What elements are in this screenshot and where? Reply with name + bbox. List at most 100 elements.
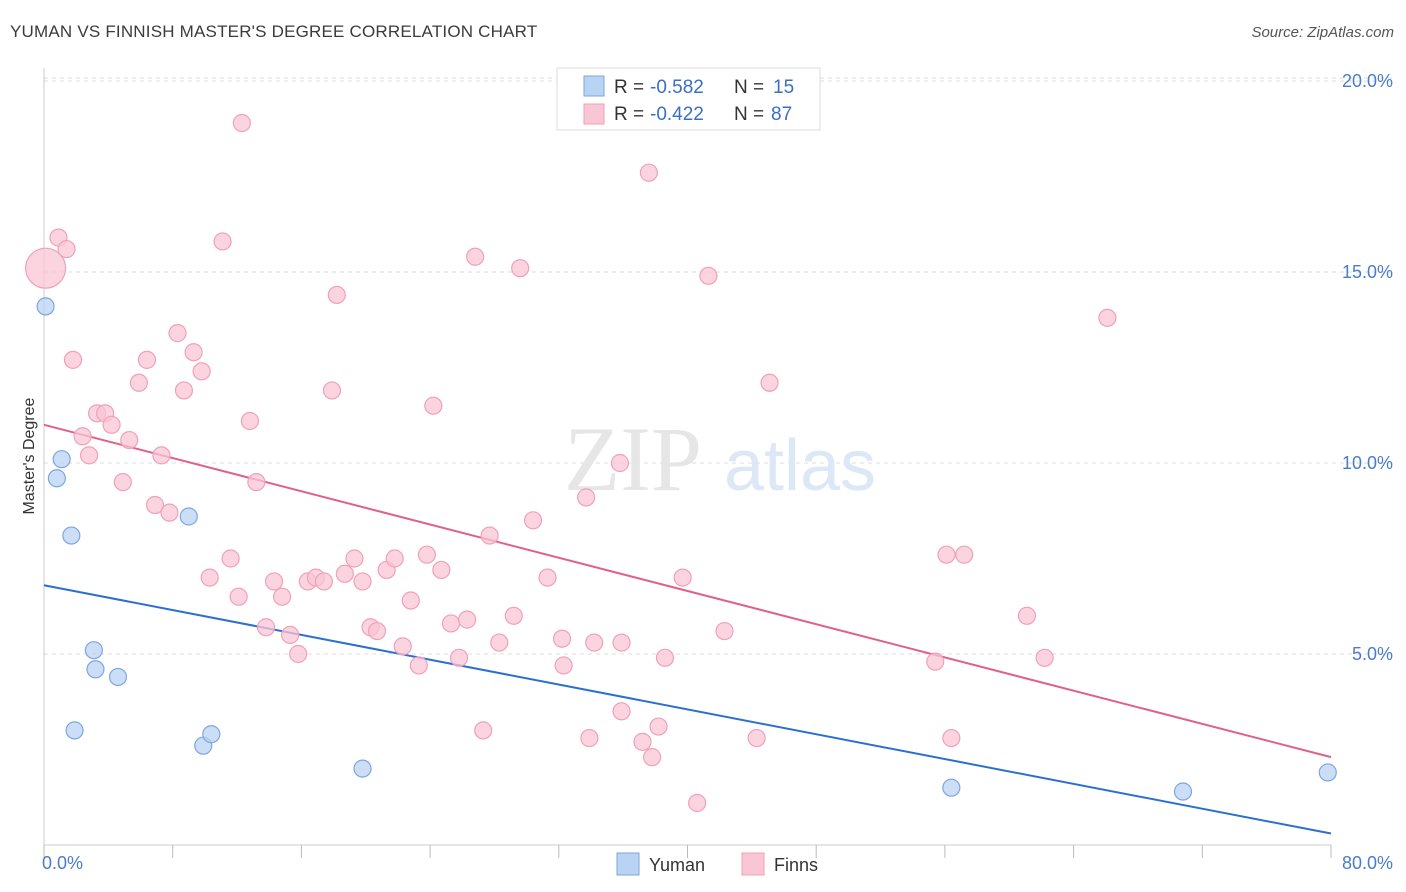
finns-point [1035,648,1054,667]
finns-point [247,473,266,492]
data-points [25,113,1337,813]
finns-point [688,793,707,813]
yuman-point [52,450,71,469]
grid-lines [44,77,1393,655]
finns-point [466,247,485,266]
finns-point [504,606,523,625]
finns-point [610,453,630,473]
finns-point [120,430,139,450]
finns-point [102,415,121,434]
finns-point [612,702,631,721]
finns-point [424,396,443,415]
finns-point [401,591,420,610]
finns-point [264,572,284,591]
finns-point [580,728,599,748]
finns-point [633,732,652,751]
tick-labels: 5.0% 10.0% 15.0% 20.0% 0.0% 80.0% [42,71,1393,873]
finns-point [25,247,67,289]
finns-point [145,495,165,515]
finns-point [577,488,596,507]
finns-point [200,568,219,587]
finns-point [229,587,248,606]
chart-title: YUMAN VS FINNISH MASTER'S DEGREE CORRELA… [10,22,538,41]
finns-point [129,373,149,392]
y-axis-title: Master's Degree [21,397,38,514]
yuman-point [86,660,105,679]
finns-point [168,324,187,343]
finns-point [184,343,203,362]
finns-point [409,656,428,675]
finns-point [760,373,779,392]
yuman-point [179,507,198,526]
bottom-legend-yuman-swatch [616,852,640,876]
finns-point [232,113,251,133]
yuman-point [202,725,221,744]
finns-point [612,633,631,652]
source-label: Source: ZipAtlas.com [1251,24,1394,41]
finns-point [63,350,83,369]
legend-finns-swatch [583,103,605,125]
y-tick-label: 10.0% [1342,453,1393,473]
finns-point [523,511,543,530]
watermark: ZIP atlas [564,408,876,510]
finns-point [335,564,354,583]
bottom-legend: Yuman Finns [616,852,818,876]
finns-point [314,572,334,591]
finns-point [673,568,692,587]
watermark-atlas: atlas [724,426,876,506]
finns-point [715,621,734,641]
yuman-point [942,778,961,797]
legend-finns-n-label: N = [734,104,764,125]
yuman-point [108,667,128,687]
finns-point [322,381,342,400]
finns-point [554,656,573,675]
finns-point [699,266,718,285]
finns-point [240,411,260,431]
finns-point [353,572,372,591]
finns-point [926,652,945,671]
finns-point [441,614,461,633]
yuman-trend-line [43,584,1332,835]
legend-yuman-n-label: N = [734,77,764,98]
yuman-point [36,297,55,316]
finns-point [345,549,364,568]
bottom-legend-finns-label: Finns [774,855,818,875]
finns-point [480,526,499,545]
finns-point [213,232,232,251]
legend-finns-n-value: 87 [771,104,792,125]
finns-point [192,362,211,381]
finns-point [281,625,300,645]
legend-yuman-r-value: -0.582 [650,77,704,98]
legend-yuman-n-value: 15 [773,77,794,98]
finns-point [272,587,292,606]
legend-finns-r-value: -0.422 [650,104,704,125]
x-tick-label: 0.0% [42,853,83,873]
finns-point [552,629,572,648]
finns-point [490,633,509,652]
axes [43,68,1332,858]
finns-point [649,717,668,736]
finns-point [449,648,469,667]
finns-point [458,610,477,629]
finns-point [655,648,675,667]
x-tick-label: 80.0% [1342,853,1393,873]
finns-point [538,568,557,587]
finns-point [256,618,276,637]
y-tick-label: 5.0% [1352,644,1393,664]
finns-point [937,545,956,564]
yuman-point [84,641,103,660]
bottom-legend-yuman-label: Yuman [649,855,705,875]
finns-point [174,381,194,400]
bottom-legend-finns-swatch [741,852,765,876]
finns-point [221,549,240,568]
finns-point [1098,308,1117,327]
finns-point [137,350,157,369]
finns-point [160,503,179,522]
yuman-point [1318,763,1337,782]
finns-point [417,545,436,564]
yuman-point [62,526,81,545]
y-tick-label: 15.0% [1342,262,1393,282]
legend: R = -0.582 N = 15 R = -0.422 N = 87 [556,67,821,131]
finns-point [367,621,387,641]
